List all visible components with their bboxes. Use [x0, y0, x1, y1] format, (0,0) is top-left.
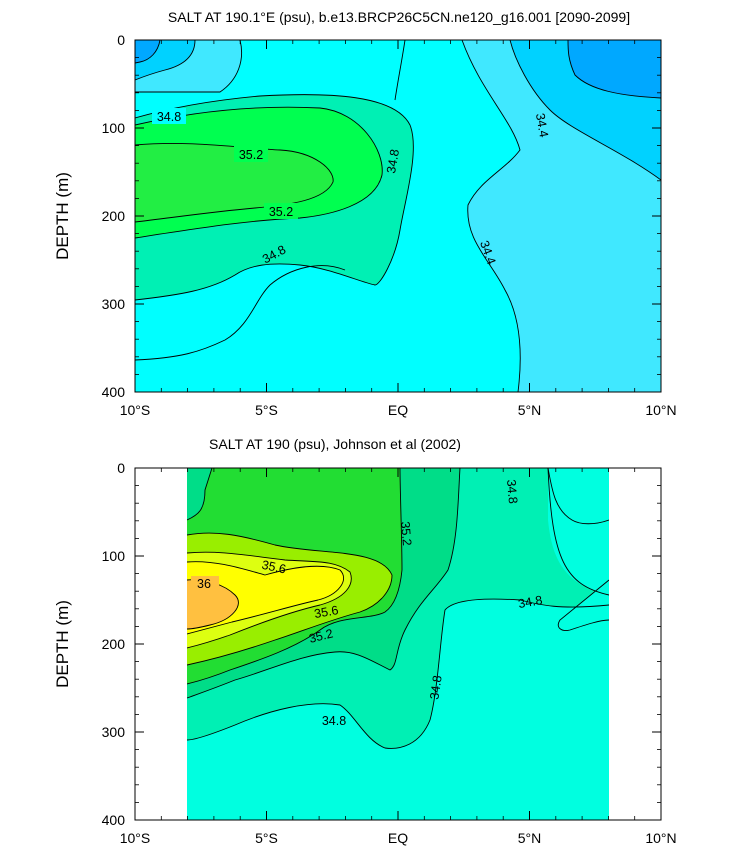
- bottom-contour-line: [187, 468, 403, 685]
- bottom-contour-label: 35.2: [308, 626, 335, 645]
- top-contour-line: [394, 40, 406, 101]
- bottom-contour-label: 35.6: [313, 603, 339, 621]
- bottom-contour-label: 34.8: [427, 674, 444, 700]
- top-contour-label: 34.8: [384, 148, 402, 174]
- top-y-tick-label: 200: [102, 208, 126, 224]
- bottom-contour-fill: [187, 468, 609, 820]
- top-contour-line: [461, 40, 521, 392]
- top-contour-line: [135, 40, 161, 64]
- bottom-x-tick-label: 10°N: [645, 830, 676, 846]
- top-fill-35.4: [135, 143, 334, 222]
- top-contour-line: [135, 94, 414, 301]
- top-contour-label: 35.2: [239, 148, 263, 162]
- bottom-axis-ticks: 10°S 5°S EQ 5°N 10°N 0 100 200 300 400: [102, 460, 677, 846]
- bottom-x-tick-label: 10°S: [120, 830, 151, 846]
- top-contour-label: 34.8: [157, 110, 181, 124]
- bottom-panel: SALT AT 190 (psu), Johnson et al (2002): [53, 436, 677, 846]
- bottom-fill-34.6-right-tongue: [558, 580, 609, 631]
- bottom-contour-line: [187, 468, 461, 699]
- bottom-y-tick-label: 0: [117, 460, 125, 476]
- bottom-contour-line: [547, 468, 609, 525]
- top-contour-line: [135, 106, 383, 239]
- top-label-bg: [264, 203, 298, 219]
- top-contour-line: [509, 40, 661, 181]
- top-contour-line: [135, 265, 346, 361]
- top-contour-label: 35.2: [269, 205, 293, 219]
- bottom-contour-line: [557, 579, 609, 631]
- top-x-tick-label: 10°N: [645, 402, 676, 418]
- top-x-tick-label: EQ: [388, 402, 408, 418]
- bottom-contour-label: 34.8: [504, 479, 520, 505]
- bottom-contour-label: 34.8: [517, 593, 543, 611]
- bottom-contour-labels: 34.8 35.2 35.6 36 35.6 35.2 34.8 34.8 34…: [191, 479, 544, 728]
- top-y-axis-label: DEPTH (m): [53, 172, 72, 260]
- bottom-contour-label: 35.2: [398, 521, 414, 547]
- top-contour-labels: 34.8 35.2 35.2 34.8 34.8 34.4 34.4: [152, 108, 551, 266]
- top-contour-lines: [135, 40, 661, 392]
- top-x-tick-label: 5°S: [255, 402, 278, 418]
- top-contour-line: [135, 40, 242, 93]
- top-contour-fill: [135, 40, 661, 392]
- top-axis-ticks: 10°S 5°S EQ 5°N 10°N 0 100 200 300 400: [102, 32, 677, 418]
- top-x-tick-label: 10°S: [120, 402, 151, 418]
- bottom-contour-line: [187, 561, 345, 635]
- top-label-bg: [152, 108, 186, 124]
- top-contour-line: [135, 142, 334, 223]
- bottom-label-bg: [191, 576, 219, 592]
- top-x-tick-label: 5°N: [518, 402, 542, 418]
- top-y-tick-label: 100: [102, 120, 126, 136]
- bottom-x-tick-label: 5°S: [255, 830, 278, 846]
- bottom-contour-label: 34.8: [322, 714, 346, 728]
- bottom-contour-label: 35.6: [260, 558, 287, 577]
- bottom-contour-line: [187, 532, 393, 666]
- top-contour-line: [135, 40, 196, 81]
- bottom-y-tick-label: 200: [102, 636, 126, 652]
- top-y-tick-label: 0: [117, 32, 125, 48]
- bottom-x-tick-label: 5°N: [518, 830, 542, 846]
- top-contour-label: 34.4: [533, 112, 551, 138]
- bottom-contour-line: [187, 468, 213, 521]
- bottom-y-tick-label: 300: [102, 724, 126, 740]
- bottom-contour-line: [187, 598, 609, 749]
- top-contour-line: [567, 40, 661, 99]
- bottom-y-tick-label: 100: [102, 548, 126, 564]
- top-y-tick-label: 400: [102, 384, 126, 400]
- bottom-y-axis-label: DEPTH (m): [53, 600, 72, 688]
- bottom-contour-line: [187, 551, 352, 649]
- bottom-fill-34.6-top-right: [548, 468, 609, 524]
- top-y-tick-label: 300: [102, 296, 126, 312]
- bottom-contour-label: 36: [197, 577, 211, 591]
- top-fill-34.2-right: [568, 40, 661, 98]
- bottom-y-tick-label: 400: [102, 812, 126, 828]
- top-panel: SALT AT 190.1°E (psu), b.e13.BRCP26C5CN.…: [53, 9, 677, 418]
- bottom-panel-title: SALT AT 190 (psu), Johnson et al (2002): [209, 436, 461, 452]
- bottom-contour-lines: [187, 468, 609, 749]
- top-fill-34.2-left: [135, 40, 160, 63]
- bottom-x-tick-label: EQ: [388, 830, 408, 846]
- top-label-bg: [234, 146, 268, 162]
- top-panel-title: SALT AT 190.1°E (psu), b.e13.BRCP26C5CN.…: [168, 9, 630, 25]
